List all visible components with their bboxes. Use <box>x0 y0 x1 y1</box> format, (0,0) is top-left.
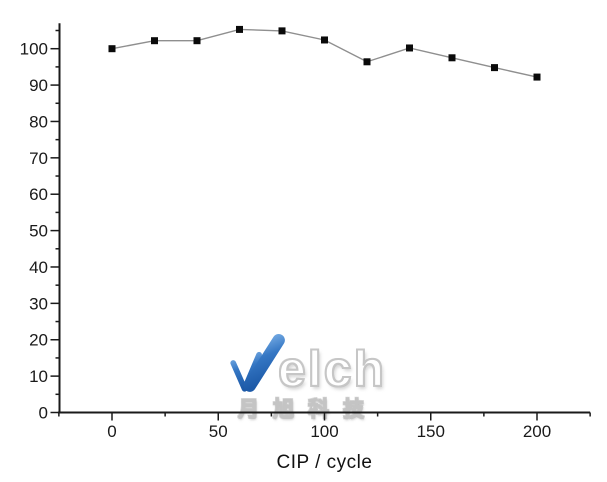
x-axis-title: CIP / cycle <box>276 452 373 473</box>
y-tick-label: 20 <box>29 331 48 350</box>
y-tick-label: 90 <box>29 76 48 95</box>
x-tick-label: 0 <box>107 422 116 441</box>
y-tick-label: 10 <box>29 367 48 386</box>
data-point-marker <box>491 64 498 72</box>
data-point-marker <box>151 37 158 45</box>
y-tick-label: 70 <box>29 149 48 168</box>
data-point-marker <box>363 58 371 66</box>
y-tick-label: 30 <box>29 294 48 313</box>
y-tick-label: 0 <box>39 404 48 423</box>
y-tick-label: 80 <box>29 112 48 131</box>
welch-logo-text: elch <box>277 341 387 397</box>
welch-w-check-icon <box>230 334 285 392</box>
data-point-marker <box>406 44 413 52</box>
y-tick-label: 100 <box>20 40 48 59</box>
data-point-marker <box>193 37 201 45</box>
y-tick-label: 40 <box>29 258 48 277</box>
data-point-marker <box>321 36 328 44</box>
data-point-marker <box>533 73 541 81</box>
y-tick-label: 60 <box>29 185 48 204</box>
x-tick-label: 200 <box>523 422 551 441</box>
welch-subtitle-text: 月旭科技 <box>237 398 378 422</box>
data-point-marker <box>448 54 456 62</box>
data-point-marker <box>278 27 286 35</box>
data-point-marker <box>108 45 116 53</box>
data-point-marker <box>236 25 243 33</box>
x-tick-label: 100 <box>310 422 338 441</box>
welch-logo-row: elch <box>226 333 387 397</box>
x-tick-label: 50 <box>209 422 228 441</box>
y-tick-label: 50 <box>29 222 48 241</box>
welch-watermark: elch 月旭科技 <box>226 333 386 423</box>
x-tick-label: 150 <box>417 422 445 441</box>
